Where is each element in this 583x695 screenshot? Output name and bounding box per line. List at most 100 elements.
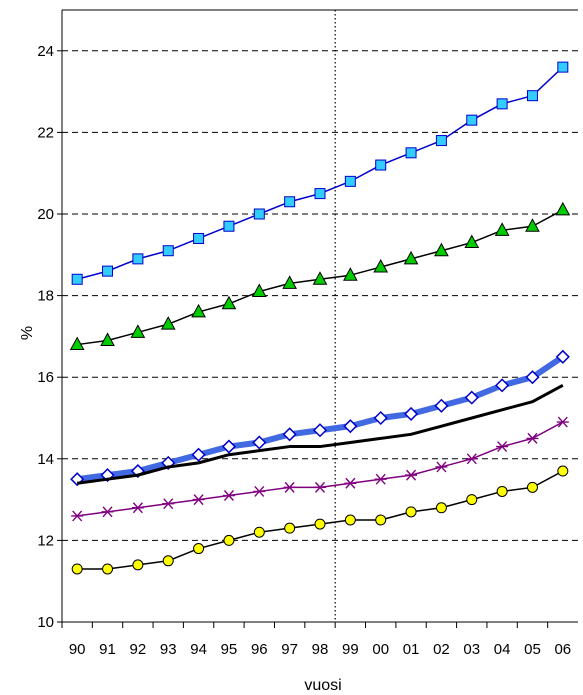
- data-point: [223, 534, 235, 546]
- data-point: [555, 201, 571, 216]
- y-tick-label: 24: [37, 43, 54, 60]
- data-point: [221, 439, 237, 454]
- data-point: [282, 275, 297, 289]
- data-point: [312, 423, 328, 438]
- data-point: [314, 481, 326, 493]
- data-point: [284, 196, 296, 208]
- data-point: [253, 208, 265, 220]
- data-point: [344, 477, 357, 489]
- data-point: [435, 461, 448, 473]
- series-line-2: [76, 354, 565, 483]
- data-point: [525, 370, 540, 385]
- x-tick-label: 05: [524, 641, 541, 658]
- data-point: [374, 473, 387, 485]
- data-point: [344, 514, 356, 526]
- data-point: [132, 559, 144, 571]
- data-point: [434, 242, 449, 257]
- data-point: [373, 258, 389, 273]
- data-point: [193, 543, 205, 555]
- data-point: [466, 114, 478, 126]
- data-point: [434, 398, 449, 413]
- data-point: [494, 222, 510, 236]
- series-5: [71, 465, 569, 575]
- data-point: [130, 324, 146, 338]
- x-tick-label: 98: [312, 641, 329, 658]
- data-point: [375, 514, 387, 526]
- series-3: [76, 384, 564, 485]
- data-point: [496, 485, 508, 497]
- y-tick-label: 12: [37, 532, 54, 549]
- series-0: [71, 61, 569, 285]
- data-point: [101, 506, 114, 518]
- x-tick-label: 97: [281, 641, 298, 658]
- tick-labels: 10 12 14 16 18 20 22 24 90 91 92 93 94 95 96 97 98 99 00 01…: [37, 43, 571, 658]
- data-point: [373, 410, 388, 426]
- data-point: [193, 232, 205, 244]
- data-point: [557, 61, 569, 73]
- data-point: [162, 245, 174, 257]
- data-point: [282, 427, 297, 442]
- data-point: [160, 316, 176, 330]
- data-point: [312, 271, 328, 285]
- data-point: [464, 234, 480, 249]
- data-point: [69, 336, 85, 351]
- data-point: [314, 188, 326, 200]
- x-tick-label: 04: [494, 641, 511, 658]
- y-tick-label: 18: [37, 288, 54, 305]
- y-tick-label: 22: [37, 124, 54, 141]
- data-point: [344, 175, 356, 187]
- series-layer: [69, 61, 571, 575]
- x-tick-label: 06: [554, 641, 571, 658]
- x-tick-label: 94: [190, 641, 207, 658]
- x-tick-label: 93: [160, 641, 177, 658]
- data-point: [466, 494, 478, 506]
- x-tick-label: 96: [251, 641, 268, 658]
- data-point: [405, 469, 418, 481]
- x-tick-label: 91: [99, 641, 116, 658]
- data-point: [435, 502, 447, 514]
- data-point: [251, 283, 267, 298]
- data-point: [223, 220, 235, 232]
- data-point: [191, 447, 206, 462]
- data-point: [191, 303, 206, 318]
- data-point: [496, 441, 509, 453]
- data-point: [496, 98, 508, 110]
- data-point: [100, 332, 115, 346]
- data-point: [252, 435, 267, 450]
- data-point: [71, 563, 83, 575]
- data-point: [403, 250, 419, 265]
- x-tick-label: 95: [221, 641, 238, 658]
- y-tick-label: 20: [37, 206, 54, 223]
- grid-lines: [62, 50, 578, 541]
- data-point: [314, 518, 326, 530]
- x-axis-label: vuosi: [304, 677, 341, 694]
- data-point: [465, 453, 478, 465]
- series-line-3: [76, 384, 564, 485]
- data-point: [71, 510, 84, 522]
- series-line-0: [76, 66, 564, 281]
- x-tick-label: 01: [403, 641, 420, 658]
- data-point: [192, 494, 205, 506]
- data-point: [555, 349, 570, 364]
- axes: [57, 9, 578, 628]
- y-tick-label: 14: [37, 451, 54, 468]
- data-point: [162, 498, 175, 510]
- data-point: [375, 159, 387, 171]
- data-point: [131, 502, 144, 514]
- data-point: [405, 147, 417, 159]
- x-tick-label: 03: [463, 641, 480, 658]
- data-point: [284, 522, 296, 534]
- data-point: [343, 419, 358, 434]
- data-point: [526, 481, 538, 493]
- data-point: [435, 135, 447, 147]
- x-tick-label: 90: [69, 641, 86, 658]
- data-point: [526, 90, 538, 102]
- data-point: [253, 485, 266, 497]
- x-tick-label: 92: [130, 641, 147, 658]
- y-tick-label: 10: [37, 614, 54, 631]
- data-point: [222, 490, 235, 501]
- data-point: [102, 563, 114, 575]
- data-point: [221, 295, 237, 310]
- data-point: [525, 218, 540, 232]
